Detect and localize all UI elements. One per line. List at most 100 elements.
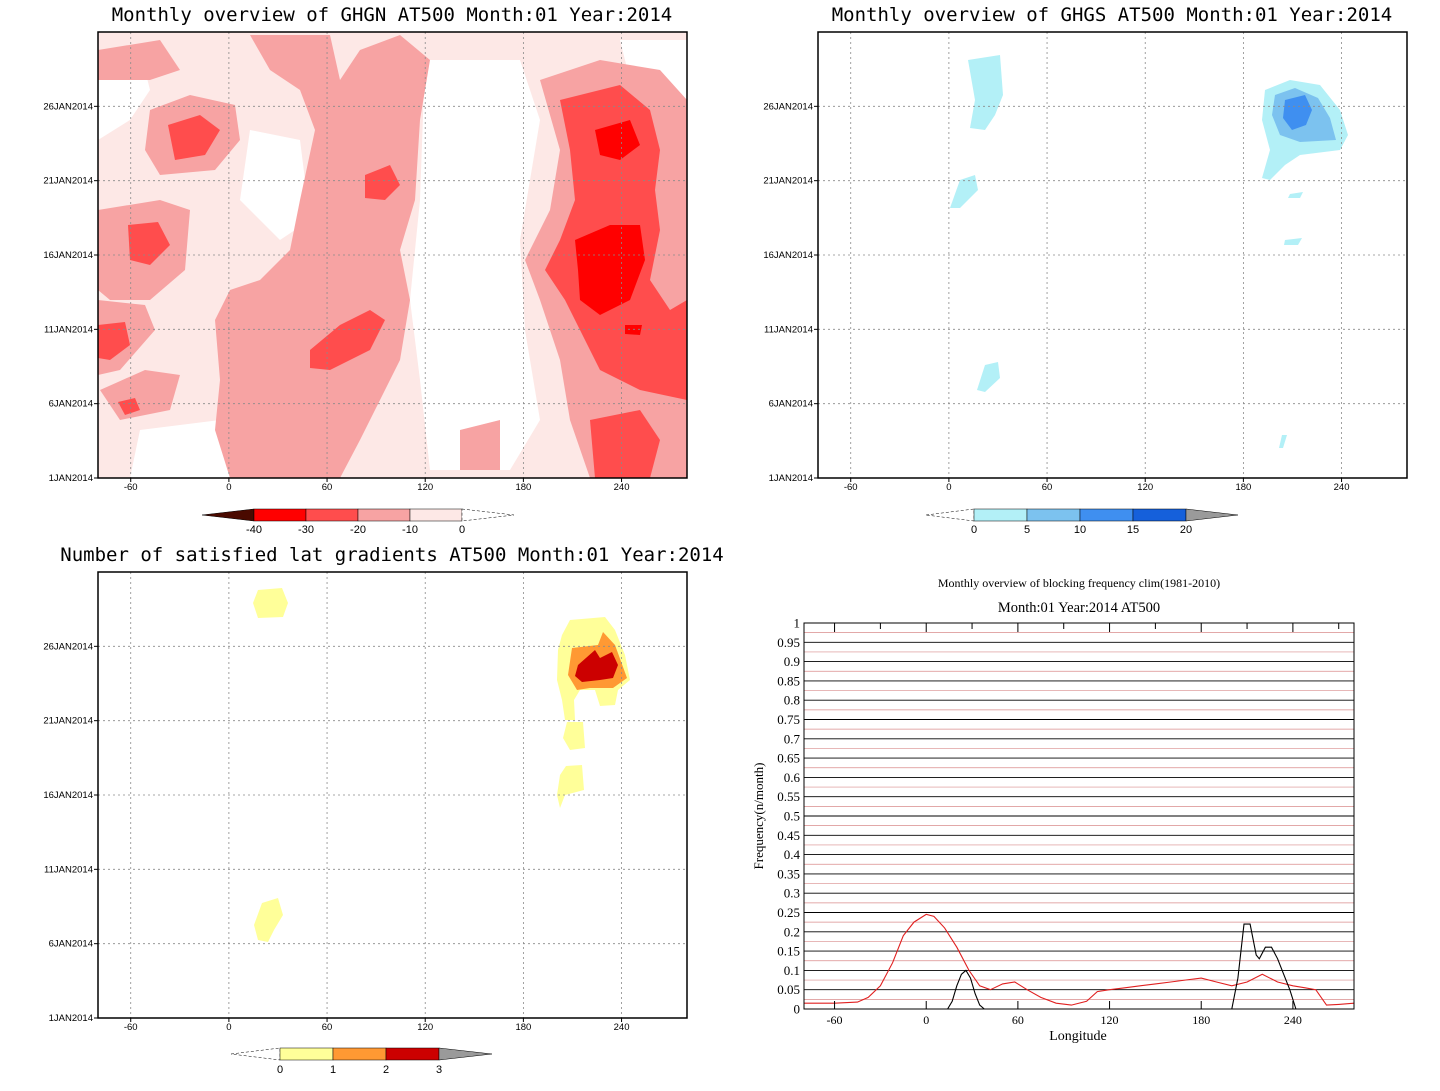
ghgn-x-tick-label: 0 (226, 482, 231, 493)
frequency-x-tick-label: 180 (1192, 1013, 1210, 1027)
frequency-y-tick-label: 0.5 (784, 809, 800, 824)
ghgn-level-minus20 (118, 398, 140, 415)
ghgn-level-minus30 (575, 225, 645, 315)
ghgs-colorbar-swatch (973, 508, 1028, 522)
ghgn-level-minus30 (625, 325, 642, 335)
satisfied-level-0 (254, 898, 283, 942)
ghgs-y-tick-label: 11JAN2014 (764, 324, 813, 335)
frequency-y-tick-label: 0.6 (784, 770, 801, 785)
frequency-y-tick-label: 0.3 (784, 886, 800, 901)
ghgn-x-tick-label: 120 (417, 482, 433, 493)
satisfied-x-tick-label: -60 (124, 1022, 138, 1033)
ghgn-y-tick-label: 26JAN2014 (43, 101, 93, 112)
ghgs-x-tick-label: 240 (1334, 482, 1350, 493)
frequency-x-tick-label: 0 (923, 1013, 929, 1027)
frequency-series-black-line (1231, 923, 1297, 1010)
ghgs-colorbar-swatch (925, 508, 975, 522)
satisfied-colorbar-label: 0 (277, 1064, 283, 1076)
satisfied-x-tick-label: 120 (417, 1022, 433, 1033)
satisfied-level-0 (253, 588, 288, 618)
ghgn-level-minus10 (460, 420, 500, 470)
satisfied-level-2 (575, 650, 618, 682)
frequency-series-black-line (947, 969, 985, 1010)
satisfied-x-tick-label: 60 (322, 1022, 333, 1033)
ghgn-y-tick-label: 11JAN2014 (44, 324, 93, 335)
frequency-y-tick-label: 0.75 (777, 712, 800, 727)
ghgn-level-minus20 (590, 410, 660, 478)
frequency-frame (803, 622, 1355, 1010)
ghgs-y-tick-label: 16JAN2014 (763, 250, 813, 261)
satisfied-x-tick-label: 0 (226, 1022, 231, 1033)
ghgn-colorbar-label: -10 (402, 524, 418, 536)
frequency-y-tick-label: 0.4 (784, 847, 801, 862)
ghgs-y-tick-label: 1JAN2014 (769, 473, 813, 484)
satisfied-colorbar-swatch (279, 1047, 334, 1061)
ghgs-level-0 (1288, 192, 1303, 198)
ghgn-colorbar-label: 0 (459, 524, 465, 536)
frequency-series-red-line (804, 913, 1355, 1006)
frequency-x-tick-label: 240 (1284, 1013, 1302, 1027)
satisfied-panel: Number of satisfied lat gradients AT500 … (43, 544, 723, 1076)
ghgs-colorbar-label: 0 (971, 524, 977, 536)
frequency-y-tick-label: 0.7 (784, 731, 801, 746)
ghgn-x-tick-label: 180 (515, 482, 531, 493)
frequency-grid (804, 622, 1354, 1010)
frequency-axis-ticks: 0 0.05 0.1 0.15 0.2 0.25 0.3 0.35 0.4 0.45 0.5 0.55… (777, 616, 1340, 1027)
ghgs-axis-ticks: -60 0 60 120 180 240 1JAN2014 6JAN2014 11JAN2014… (763, 101, 1349, 493)
satisfied-colorbar-swatch (230, 1047, 281, 1061)
ghgn-level-minus20 (98, 322, 130, 360)
satisfied-colorbar-label: 3 (436, 1064, 442, 1076)
ghgn-y-tick-label: 1JAN2014 (49, 473, 93, 484)
satisfied-colorbar-label: 2 (383, 1064, 389, 1076)
ghgs-colorbar-swatch (1132, 508, 1187, 522)
ghgn-y-tick-label: 21JAN2014 (43, 176, 93, 187)
ghgs-level-0 (1284, 238, 1302, 245)
ghgn-colorbar-swatch (409, 508, 463, 522)
frequency-y-tick-label: 0 (794, 1002, 801, 1017)
ghgn-panel: Monthly overview of GHGN AT500 Month:01 … (43, 4, 688, 536)
ghgs-colorbar-swatch (1185, 508, 1239, 522)
satisfied-y-tick-label: 21JAN2014 (43, 716, 93, 727)
frequency-y-tick-label: 0.35 (777, 866, 800, 881)
frequency-y-tick-label: 0.2 (784, 924, 800, 939)
ghgs-x-tick-label: 0 (946, 482, 951, 493)
frequency-ylabel: Frequency(n/month) (751, 763, 766, 870)
ghgn-level-minus20 (128, 222, 170, 265)
ghgs-x-tick-label: -60 (844, 482, 858, 493)
ghgn-zero-region (410, 60, 540, 470)
frequency-xlabel: Longitude (1049, 1029, 1107, 1044)
frequency-panel: Monthly overview of blocking frequency c… (751, 576, 1355, 1044)
satisfied-level-0 (557, 765, 584, 808)
ghgs-title: Monthly overview of GHGS AT500 Month:01 … (832, 4, 1393, 26)
ghgn-colorbar-swatch (201, 508, 255, 522)
ghgn-x-tick-label: 60 (322, 482, 333, 493)
satisfied-y-tick-label: 26JAN2014 (43, 641, 93, 652)
ghgn-x-tick-label: 240 (614, 482, 630, 493)
ghgn-colorbar-swatch (253, 508, 307, 522)
satisfied-colorbar-swatch (332, 1047, 387, 1061)
ghgs-level-0 (950, 175, 978, 208)
ghgs-y-tick-label: 21JAN2014 (763, 176, 813, 187)
ghgn-grid (98, 32, 687, 478)
ghgs-x-tick-label: 120 (1137, 482, 1153, 493)
satisfied-grid (98, 572, 687, 1018)
ghgs-level-0 (1279, 435, 1287, 448)
frequency-y-tick-label: 0.25 (777, 905, 800, 920)
ghgn-zero-region (240, 130, 310, 240)
frequency-y-tick-label: 0.1 (784, 963, 800, 978)
frequency-y-tick-label: 0.55 (777, 789, 800, 804)
frequency-title: Monthly overview of blocking frequency c… (938, 576, 1220, 590)
satisfied-y-tick-label: 11JAN2014 (44, 864, 93, 875)
ghgn-colorbar-swatch (305, 508, 359, 522)
ghgn-y-tick-label: 6JAN2014 (49, 399, 93, 410)
ghgs-colorbar-label: 10 (1074, 524, 1086, 536)
satisfied-colorbar: 0 1 2 3 (230, 1047, 493, 1076)
ghgn-level-minus10 (98, 40, 180, 80)
satisfied-colorbar-swatch (385, 1047, 440, 1061)
ghgs-y-tick-label: 6JAN2014 (769, 399, 813, 410)
ghgn-level-minus10 (215, 35, 430, 478)
frequency-y-tick-label: 0.9 (784, 654, 800, 669)
ghgn-title: Monthly overview of GHGN AT500 Month:01 … (112, 4, 673, 26)
ghgs-x-tick-label: 60 (1042, 482, 1053, 493)
frequency-y-tick-label: 1 (794, 616, 801, 631)
